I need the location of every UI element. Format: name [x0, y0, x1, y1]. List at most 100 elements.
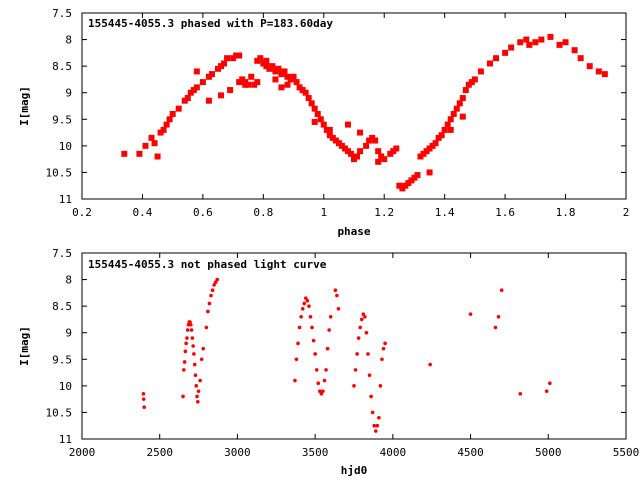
data-point: [314, 110, 321, 117]
data-point: [239, 76, 246, 83]
data-point: [199, 79, 206, 86]
y-tick-label: 8.5: [52, 60, 72, 73]
data-point: [245, 81, 252, 88]
x-tick-label: 5000: [535, 446, 562, 459]
data-point: [281, 68, 288, 75]
data-point: [297, 325, 302, 330]
data-point: [260, 60, 267, 67]
x-tick-label: 1.8: [556, 206, 576, 219]
data-point: [278, 71, 285, 78]
chart-phased: 0.2 0.4 0.6 0.8 1 1.2 1.4 1.6 1.8 2 7.5 8 8.5 9 9.5 10 1…: [18, 7, 629, 238]
x-tick-label: 2: [623, 206, 630, 219]
data-point: [435, 134, 442, 141]
data-point: [191, 344, 195, 348]
data-point: [307, 304, 311, 308]
data-point: [213, 280, 218, 285]
data-point: [538, 36, 545, 43]
data-point: [272, 76, 279, 83]
data-point: [321, 389, 325, 393]
data-point: [465, 81, 472, 88]
data-point: [181, 394, 185, 399]
y-tick-label: 11: [59, 193, 72, 206]
data-point: [236, 79, 243, 86]
plot-frame: [81, 252, 627, 440]
data-point: [477, 68, 484, 75]
data-point: [361, 312, 366, 316]
x-axis-label: hjd0: [341, 464, 368, 477]
data-point: [194, 384, 199, 388]
data-point: [426, 169, 433, 176]
data-point: [444, 121, 451, 128]
data-point: [160, 126, 167, 133]
data-point: [375, 148, 382, 155]
data-point: [236, 52, 243, 59]
data-point: [136, 150, 143, 157]
data-point: [299, 314, 303, 319]
data-point: [227, 87, 234, 94]
data-point: [508, 44, 515, 51]
data-point: [185, 336, 189, 340]
data-point: [354, 153, 361, 160]
data-point: [548, 381, 552, 386]
data-point: [182, 360, 187, 364]
data-point: [493, 325, 498, 330]
data-point: [266, 65, 273, 72]
x-tick-label: 3000: [224, 446, 251, 459]
y-tick-label: 9: [65, 87, 72, 100]
data-point: [184, 341, 188, 346]
data-point: [405, 180, 412, 187]
data-point: [205, 97, 212, 104]
data-point: [462, 87, 469, 94]
y-axis-label: I[mag]: [18, 326, 31, 366]
data-point: [375, 158, 382, 165]
y-tick-label: 10: [59, 140, 72, 153]
data-point: [204, 325, 209, 330]
data-point: [169, 110, 176, 117]
data-point: [496, 314, 501, 319]
data-point: [352, 384, 356, 388]
data-point: [254, 79, 261, 86]
data-point: [275, 65, 282, 72]
data-point: [396, 182, 403, 189]
data-point: [308, 100, 315, 107]
data-point: [308, 314, 313, 319]
data-point: [121, 150, 128, 157]
data-point: [248, 73, 255, 80]
data-point: [471, 76, 478, 83]
data-point: [182, 368, 186, 372]
data-point: [300, 307, 305, 311]
data-point: [142, 142, 149, 149]
data-point: [263, 57, 270, 64]
data-point: [338, 142, 345, 149]
data-point: [366, 137, 373, 144]
data-point: [218, 63, 225, 70]
data-point: [544, 389, 549, 393]
y-tick-label: 10: [59, 380, 72, 393]
data-point: [429, 142, 436, 149]
chart-title: 155445-4055.3 phased with P=183.60day: [88, 17, 333, 30]
data-point: [390, 148, 397, 155]
data-point: [192, 352, 196, 356]
data-point: [192, 362, 197, 367]
data-point: [381, 156, 388, 163]
x-tick-label: 1.6: [495, 206, 515, 219]
data-point: [344, 121, 351, 128]
data-point: [363, 142, 370, 149]
data-point: [586, 63, 593, 70]
data-point: [272, 68, 279, 75]
y-tick-label: 8.5: [52, 300, 72, 313]
data-point: [377, 415, 381, 420]
data-point: [447, 126, 454, 133]
data-point: [189, 322, 193, 327]
data-point: [556, 41, 563, 48]
data-point: [148, 134, 155, 141]
data-point: [601, 71, 608, 78]
data-point: [353, 368, 358, 372]
y-tick-label: 8: [65, 34, 72, 47]
data-point: [287, 76, 294, 83]
x-tick-label: 5500: [613, 446, 640, 459]
data-point: [263, 63, 270, 70]
data-point: [311, 338, 316, 343]
data-point: [493, 55, 500, 62]
data-point: [163, 121, 170, 128]
